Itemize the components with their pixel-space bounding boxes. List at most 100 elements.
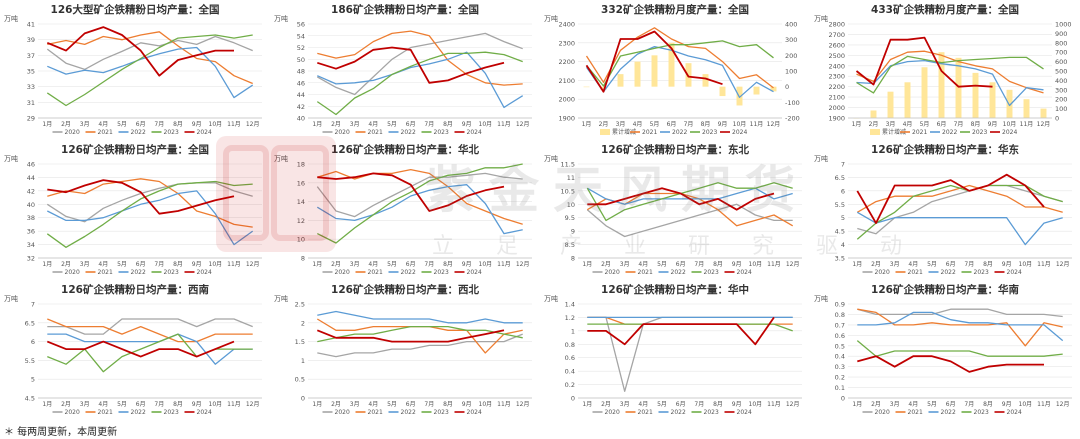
legend-label: 2023 [434, 409, 449, 416]
x-tick-label: 1月 [42, 261, 52, 268]
x-tick-label: 1月 [312, 121, 322, 128]
series-line [317, 172, 505, 212]
y-tick-label: 29 [27, 115, 35, 123]
x-tick-label: 12月 [516, 121, 530, 128]
legend-label: 2023 [702, 129, 717, 136]
x-tick-label: 5月 [650, 121, 660, 128]
y-tick-label: 4.5 [835, 228, 845, 236]
y-tick-label: 2800 [828, 21, 845, 29]
x-tick-label: 2月 [601, 401, 611, 408]
x-tick-label: 2月 [871, 401, 881, 408]
legend-label: 2022 [131, 269, 146, 276]
legend-label: 2022 [131, 409, 146, 416]
y-tick-label: 48 [297, 68, 305, 76]
x-tick-label: 6月 [136, 121, 146, 128]
x-tick-label: 10月 [1019, 401, 1033, 408]
y-tick-label: 16 [297, 179, 305, 187]
x-tick-label: 11月 [750, 121, 764, 128]
series-line [585, 45, 774, 98]
bar [770, 86, 777, 92]
legend-label: 2022 [672, 129, 687, 136]
x-tick-label: 1月 [582, 401, 592, 408]
series-line [316, 329, 505, 343]
bar [668, 42, 675, 87]
y-tick-label: 11 [567, 174, 575, 182]
x-tick-label: 12月 [1056, 401, 1070, 408]
legend-label: 2020 [335, 129, 350, 136]
x-tick-label: 8月 [443, 261, 453, 268]
x-tick-label: 10月 [1019, 261, 1033, 268]
series-line [317, 46, 505, 84]
y-tick-label: 36 [27, 228, 35, 236]
y-tick-label: 2200 [828, 83, 845, 91]
y-tick-label: 0.3 [835, 363, 845, 371]
y-tick-label: 33 [27, 83, 35, 91]
x-tick-label: 10月 [479, 121, 493, 128]
x-tick-label: 4月 [98, 261, 108, 268]
x-tick-label: 7月 [684, 121, 694, 128]
y-tick-label: 1900 [828, 115, 845, 123]
chart-title: 186矿企铁精粉日均产量：全国 [331, 3, 479, 16]
y-tick-label: 1.5 [295, 338, 305, 346]
x-tick-label: 3月 [350, 401, 360, 408]
y-tick-label: 0.6 [835, 332, 845, 340]
x-tick-label: 11月 [497, 121, 511, 128]
x-tick-label: 8月 [983, 261, 993, 268]
x-tick-label: 9月 [1002, 261, 1012, 268]
y-tick-label: 54 [297, 32, 305, 40]
y-tick-label: 56 [297, 21, 305, 29]
x-tick-label: 4月 [368, 261, 378, 268]
x-tick-label: 10月 [209, 121, 223, 128]
y-tick-label: 0 [571, 395, 575, 403]
y-tick-label: 46 [297, 79, 305, 87]
legend-label: 2022 [131, 129, 146, 136]
chart-title: 126矿企铁精粉日均产量：东北 [601, 143, 749, 156]
series-line [856, 59, 1044, 107]
series-line [317, 30, 523, 86]
x-tick-label: 3月 [886, 121, 896, 128]
x-tick-label: 3月 [890, 261, 900, 268]
legend-label: 2021 [642, 129, 657, 136]
chart-panel: 126矿企铁精粉日均产量：华中 万吨 0 0.2 0.4 0.6 0.8 1 1.2 1.4 1月 2… [540, 280, 810, 420]
y-tick-label: 37 [27, 52, 35, 60]
x-tick-label: 3月 [80, 121, 90, 128]
chart-title: 126矿企铁精粉日均产量：全国 [61, 143, 209, 156]
legend-label: 2021 [638, 409, 653, 416]
y-unit-label: 万吨 [274, 294, 288, 303]
y-tick-label: 2600 [828, 41, 845, 49]
y-tick-label: 9.5 [565, 214, 575, 222]
y2-tick-label: 100 [785, 68, 797, 76]
series-line [857, 184, 1063, 235]
x-tick-label: 5月 [387, 261, 397, 268]
x-tick-label: 1月 [852, 401, 862, 408]
y-tick-label: 2300 [558, 39, 575, 47]
legend-label: 2020 [335, 409, 350, 416]
series-line [46, 180, 253, 248]
x-tick-label: 2月 [61, 401, 71, 408]
legend-label: 2022 [942, 129, 957, 136]
legend-label: 2021 [908, 409, 923, 416]
bar [1006, 89, 1013, 118]
x-tick-label: 9月 [1002, 401, 1012, 408]
y-tick-label: 10.5 [561, 187, 575, 195]
y-tick-label: 8 [571, 255, 575, 263]
x-tick-label: 11月 [1037, 401, 1051, 408]
y-tick-label: 7 [31, 301, 35, 309]
legend-label: 2021 [908, 269, 923, 276]
y-tick-label: 1900 [558, 115, 575, 123]
x-tick-label: 8月 [173, 261, 183, 268]
y2-tick-label: 100 [1055, 105, 1067, 113]
y-tick-label: 5 [31, 376, 35, 384]
x-tick-label: 2月 [331, 401, 341, 408]
x-tick-label: 9月 [988, 121, 998, 128]
series-line [46, 35, 253, 71]
y-tick-label: 2700 [828, 31, 845, 39]
bar [972, 72, 979, 118]
series-line [317, 51, 524, 109]
y2-tick-label: 500 [1055, 68, 1067, 76]
legend-label: 2023 [164, 269, 179, 276]
y2-tick-label: -200 [785, 115, 800, 123]
x-tick-label: 12月 [246, 121, 260, 128]
